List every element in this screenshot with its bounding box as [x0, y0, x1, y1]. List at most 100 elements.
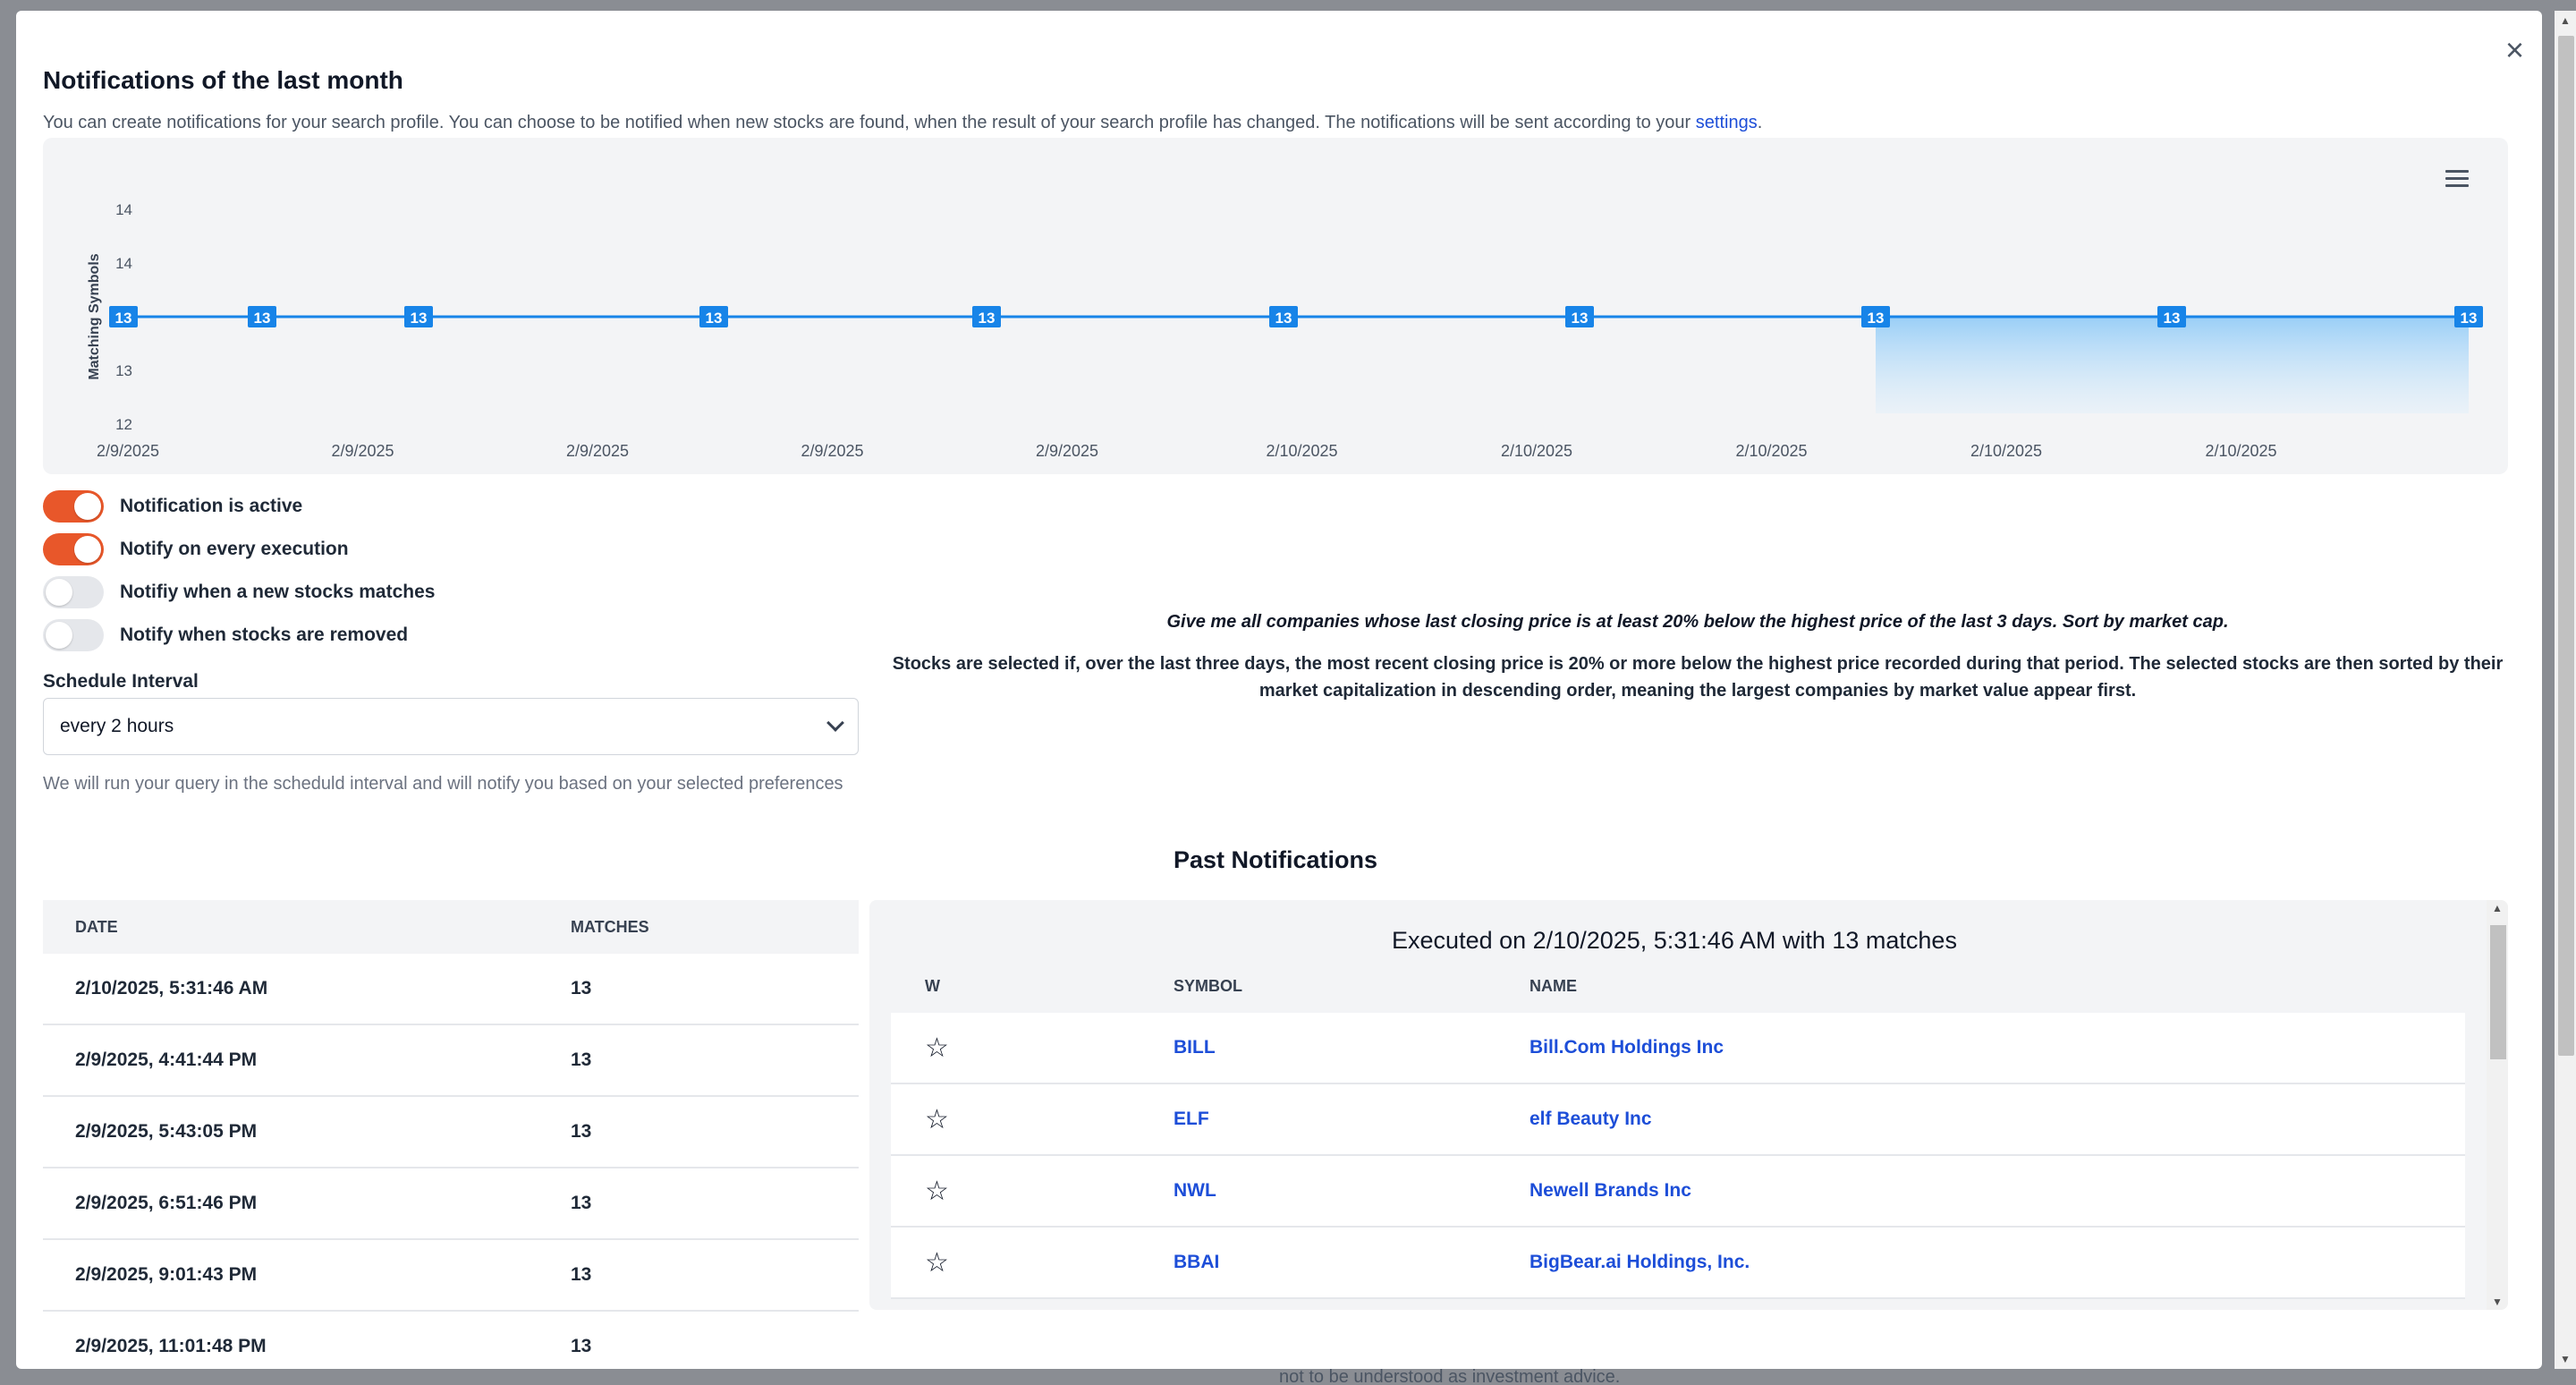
table-row[interactable]: 2/9/2025, 11:01:48 PM 13	[43, 1312, 859, 1369]
data-point-marker	[109, 306, 138, 327]
company-name-link[interactable]: elf Beauty Inc	[1530, 1109, 1652, 1129]
hamburger-menu-icon[interactable]	[2445, 170, 2469, 188]
matches-chart: Matching Symbols 14 14 13 13 12 2/9/2025 2/9/20…	[43, 138, 2508, 474]
x-tick-label: 2/10/2025	[2205, 442, 2276, 460]
table-row[interactable]: 2/10/2025, 5:31:46 AM 13	[43, 954, 859, 1025]
x-tick-label: 2/10/2025	[1501, 442, 1572, 460]
toggle-switch[interactable]	[43, 576, 104, 608]
modal-subtitle: You can create notifications for your se…	[43, 113, 1763, 132]
data-point-marker	[2454, 306, 2483, 327]
data-label: 13	[1572, 310, 1589, 327]
date-cell: 2/9/2025, 4:41:44 PM	[75, 1049, 258, 1070]
toggle-switch[interactable]	[43, 490, 104, 523]
symbol-link[interactable]: ELF	[1174, 1109, 1209, 1129]
toggle-row: Notify when stocks are removed	[43, 614, 435, 657]
table-row[interactable]: 2/9/2025, 4:41:44 PM 13	[43, 1025, 859, 1097]
execution-scrollbar[interactable]: ▲ ▼	[2487, 900, 2508, 1310]
symbol-link[interactable]: BILL	[1174, 1037, 1216, 1058]
settings-link[interactable]: settings	[1695, 113, 1758, 132]
scrollbar-thumb[interactable]	[2490, 925, 2506, 1059]
scroll-up-icon[interactable]: ▲	[2492, 902, 2503, 914]
scroll-down-icon[interactable]: ▼	[2560, 1353, 2571, 1365]
execution-title: Executed on 2/10/2025, 5:31:46 AM with 1…	[1392, 927, 1957, 954]
table-row[interactable]: 2/9/2025, 9:01:43 PM 13	[43, 1240, 859, 1312]
toggle-label: Notifiy when a new stocks matches	[120, 582, 436, 602]
company-name-link[interactable]: Newell Brands Inc	[1530, 1180, 1691, 1201]
x-tick-label: 2/9/2025	[1036, 442, 1098, 460]
table-row: ☆ ELF elf Beauty Inc	[891, 1084, 2465, 1156]
watch-column-header: W	[925, 976, 940, 995]
data-label: 13	[115, 310, 132, 327]
company-name-link[interactable]: BigBear.ai Holdings, Inc.	[1530, 1252, 1750, 1272]
data-point-marker	[1269, 306, 1298, 327]
data-label: 13	[254, 310, 271, 327]
toggle-label: Notification is active	[120, 496, 303, 516]
x-tick-label: 2/10/2025	[1735, 442, 1807, 460]
star-icon[interactable]: ☆	[925, 1247, 949, 1278]
data-label: 13	[411, 310, 428, 327]
scrollbar-thumb[interactable]	[2558, 36, 2574, 1056]
matches-cell: 13	[571, 1336, 592, 1356]
table-header: DATE MATCHES	[43, 900, 859, 954]
data-point-marker	[248, 306, 276, 327]
table-row: ☆ BILL Bill.Com Holdings Inc	[891, 1013, 2465, 1084]
data-label: 13	[1275, 310, 1292, 327]
past-notifications-table: DATE MATCHES 2/10/2025, 5:31:46 AM 13 2/9…	[43, 900, 859, 1369]
modal-title: Notifications of the last month	[43, 66, 403, 94]
toggle-row: Notifiy when a new stocks matches	[43, 571, 435, 614]
schedule-interval-select[interactable]: every 2 hours	[43, 698, 859, 755]
data-label: 13	[2461, 310, 2478, 327]
toggle-switch[interactable]	[43, 619, 104, 651]
star-icon[interactable]: ☆	[925, 1032, 949, 1063]
date-cell: 2/9/2025, 11:01:48 PM	[75, 1336, 267, 1356]
data-label: 13	[706, 310, 723, 327]
data-label: 13	[1868, 310, 1885, 327]
table-row[interactable]: 2/9/2025, 5:43:05 PM 13	[43, 1097, 859, 1168]
y-tick-label: 12	[115, 416, 132, 433]
notifications-modal: × Notifications of the last month You ca…	[16, 11, 2542, 1369]
toggle-row: Notify on every execution	[43, 528, 435, 571]
table-header: W SYMBOL NAME	[891, 959, 2465, 1013]
x-tick-label: 2/9/2025	[97, 442, 159, 460]
past-notifications-title: Past Notifications	[1174, 846, 1378, 873]
table-row: ☆ BBAI BigBear.ai Holdings, Inc.	[891, 1228, 2465, 1299]
date-cell: 2/9/2025, 9:01:43 PM	[75, 1264, 258, 1285]
matches-cell: 13	[571, 1264, 592, 1285]
schedule-interval-label: Schedule Interval	[43, 671, 199, 692]
y-tick-label: 13	[115, 362, 132, 379]
y-tick-label: 14	[115, 201, 132, 218]
x-tick-label: 2/10/2025	[1266, 442, 1337, 460]
scroll-down-icon[interactable]: ▼	[2492, 1296, 2503, 1308]
data-point-marker	[972, 306, 1001, 327]
table-row[interactable]: 2/9/2025, 6:51:46 PM 13	[43, 1168, 859, 1240]
execution-table: W SYMBOL NAME ☆ BILL Bill.Com Holdings I…	[891, 959, 2465, 1299]
data-point-marker	[699, 306, 728, 327]
scroll-up-icon[interactable]: ▲	[2560, 14, 2571, 27]
name-column-header: NAME	[1530, 976, 1577, 995]
date-cell: 2/9/2025, 6:51:46 PM	[75, 1193, 258, 1213]
star-icon[interactable]: ☆	[925, 1176, 949, 1206]
query-summary: Give me all companies whose last closing…	[875, 612, 2521, 704]
star-icon[interactable]: ☆	[925, 1104, 949, 1134]
matches-cell: 13	[571, 978, 592, 998]
page-scrollbar[interactable]: ▲ ▼	[2555, 11, 2576, 1369]
matches-cell: 13	[571, 1121, 592, 1142]
execution-detail-panel: Executed on 2/10/2025, 5:31:46 AM with 1…	[869, 900, 2508, 1310]
date-cell: 2/9/2025, 5:43:05 PM	[75, 1121, 258, 1142]
toggle-label: Notify when stocks are removed	[120, 625, 409, 645]
data-label: 13	[979, 310, 996, 327]
data-point-marker	[2157, 306, 2186, 327]
y-tick-label: 14	[115, 255, 132, 272]
data-label: 13	[2164, 310, 2181, 327]
table-row: ☆ NWL Newell Brands Inc	[891, 1156, 2465, 1228]
matches-cell: 13	[571, 1193, 592, 1213]
symbol-link[interactable]: NWL	[1174, 1180, 1216, 1201]
series-area	[1876, 317, 2469, 413]
symbol-column-header: SYMBOL	[1174, 976, 1243, 995]
company-name-link[interactable]: Bill.Com Holdings Inc	[1530, 1037, 1724, 1058]
symbol-link[interactable]: BBAI	[1174, 1252, 1220, 1272]
toggle-switch[interactable]	[43, 533, 104, 565]
x-tick-label: 2/10/2025	[1970, 442, 2042, 460]
close-icon[interactable]: ×	[2504, 31, 2524, 68]
schedule-help-text: We will run your query in the scheduld i…	[43, 774, 843, 794]
